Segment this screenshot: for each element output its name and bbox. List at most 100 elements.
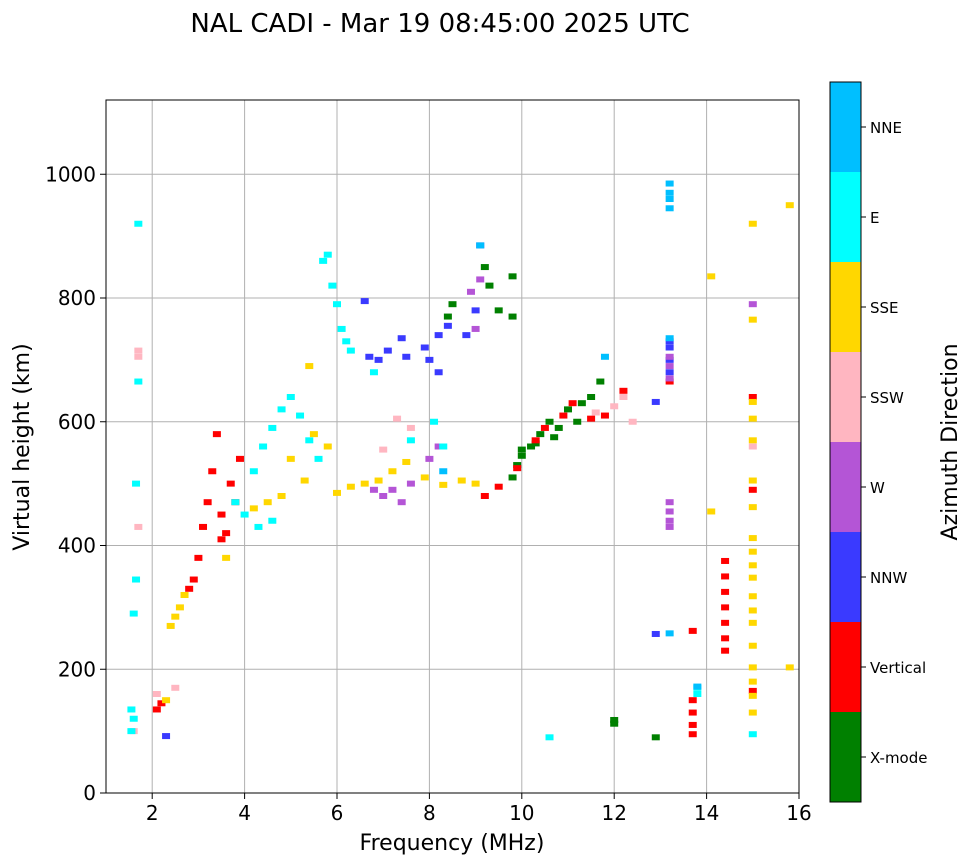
data-point: [134, 220, 143, 227]
colorbar-tick-label: SSE: [870, 299, 899, 317]
grid: [106, 100, 800, 794]
data-point: [513, 462, 522, 469]
x-tick-label: 4: [238, 801, 251, 825]
data-point: [748, 398, 757, 405]
data-point: [748, 548, 757, 555]
data-point: [748, 443, 757, 450]
series-nnw: [162, 242, 674, 740]
data-point: [665, 356, 674, 363]
data-point: [305, 437, 314, 444]
data-point: [434, 332, 443, 339]
data-point: [494, 307, 503, 314]
data-point: [476, 242, 485, 249]
data-point: [587, 394, 596, 400]
series-nne: [439, 180, 702, 690]
colorbar-segment: [830, 352, 861, 442]
data-point: [748, 607, 757, 614]
colorbar-segment: [830, 262, 861, 352]
series-e: [127, 220, 757, 741]
data-point: [480, 493, 489, 499]
data-point: [425, 356, 434, 363]
data-point: [748, 678, 757, 685]
data-point: [439, 443, 448, 450]
data-point: [231, 499, 240, 506]
data-point: [286, 455, 295, 462]
data-point: [536, 431, 545, 438]
data-point: [748, 692, 757, 699]
data-point: [748, 731, 757, 738]
data-point: [693, 691, 702, 697]
data-point: [277, 406, 286, 413]
data-point: [513, 465, 522, 472]
data-point: [434, 369, 443, 376]
data-point: [559, 412, 568, 419]
data-point: [127, 728, 136, 735]
data-point: [665, 523, 674, 530]
colorbar-tick-label: NNW: [870, 569, 907, 587]
data-point: [268, 517, 277, 524]
data-point: [688, 627, 697, 634]
data-point: [286, 394, 295, 400]
data-point: [203, 499, 212, 506]
data-point: [434, 443, 443, 450]
data-point: [466, 288, 475, 295]
data-point: [748, 415, 757, 422]
data-point: [748, 437, 757, 444]
data-point: [388, 468, 397, 475]
colorbar-tick-label: W: [870, 479, 885, 497]
data-point: [476, 276, 485, 283]
colorbar-segment: [830, 622, 861, 712]
data-point: [721, 557, 730, 564]
data-point: [545, 734, 554, 741]
data-point: [748, 316, 757, 323]
data-point: [517, 452, 526, 459]
data-point: [610, 720, 619, 727]
data-point: [665, 335, 674, 342]
data-point: [688, 721, 697, 728]
data-point: [152, 706, 161, 713]
data-point: [531, 437, 540, 444]
data-point: [185, 585, 194, 592]
y-tick-label: 400: [58, 534, 96, 558]
data-point: [748, 301, 757, 308]
data-point: [748, 562, 757, 569]
y-tick-label: 800: [58, 286, 96, 310]
plot-frame: [105, 99, 800, 794]
colorbar-tick-label: E: [870, 209, 879, 227]
data-point: [175, 604, 184, 611]
data-point: [508, 474, 517, 481]
data-point: [319, 257, 328, 264]
data-point: [628, 418, 637, 425]
data-point: [162, 733, 171, 740]
data-point: [785, 664, 794, 671]
data-point: [665, 363, 674, 370]
data-point: [305, 363, 314, 370]
x-tick-label: 16: [786, 801, 811, 825]
data-point: [471, 325, 480, 332]
colorbar-tick-label: Vertical: [870, 659, 926, 677]
colorbar-tick-label: NNE: [870, 119, 902, 137]
data-point: [748, 687, 757, 694]
data-point: [665, 378, 674, 385]
data-point: [651, 398, 660, 405]
data-point: [619, 387, 628, 394]
data-point: [406, 424, 415, 431]
colorbar-tick-label: SSW: [870, 389, 904, 407]
data-point: [748, 486, 757, 493]
data-point: [480, 264, 489, 271]
data-point: [748, 709, 757, 716]
data-point: [379, 493, 388, 499]
data-point: [268, 424, 277, 431]
data-point: [425, 455, 434, 462]
data-point: [360, 298, 369, 305]
colorbar-segment: [830, 82, 861, 172]
data-point: [323, 443, 332, 450]
x-tick-label: 2: [146, 801, 159, 825]
data-point: [665, 499, 674, 506]
data-point: [721, 573, 730, 580]
data-point: [388, 486, 397, 493]
data-point: [240, 511, 249, 518]
data-point: [249, 505, 258, 512]
data-point: [517, 446, 526, 453]
